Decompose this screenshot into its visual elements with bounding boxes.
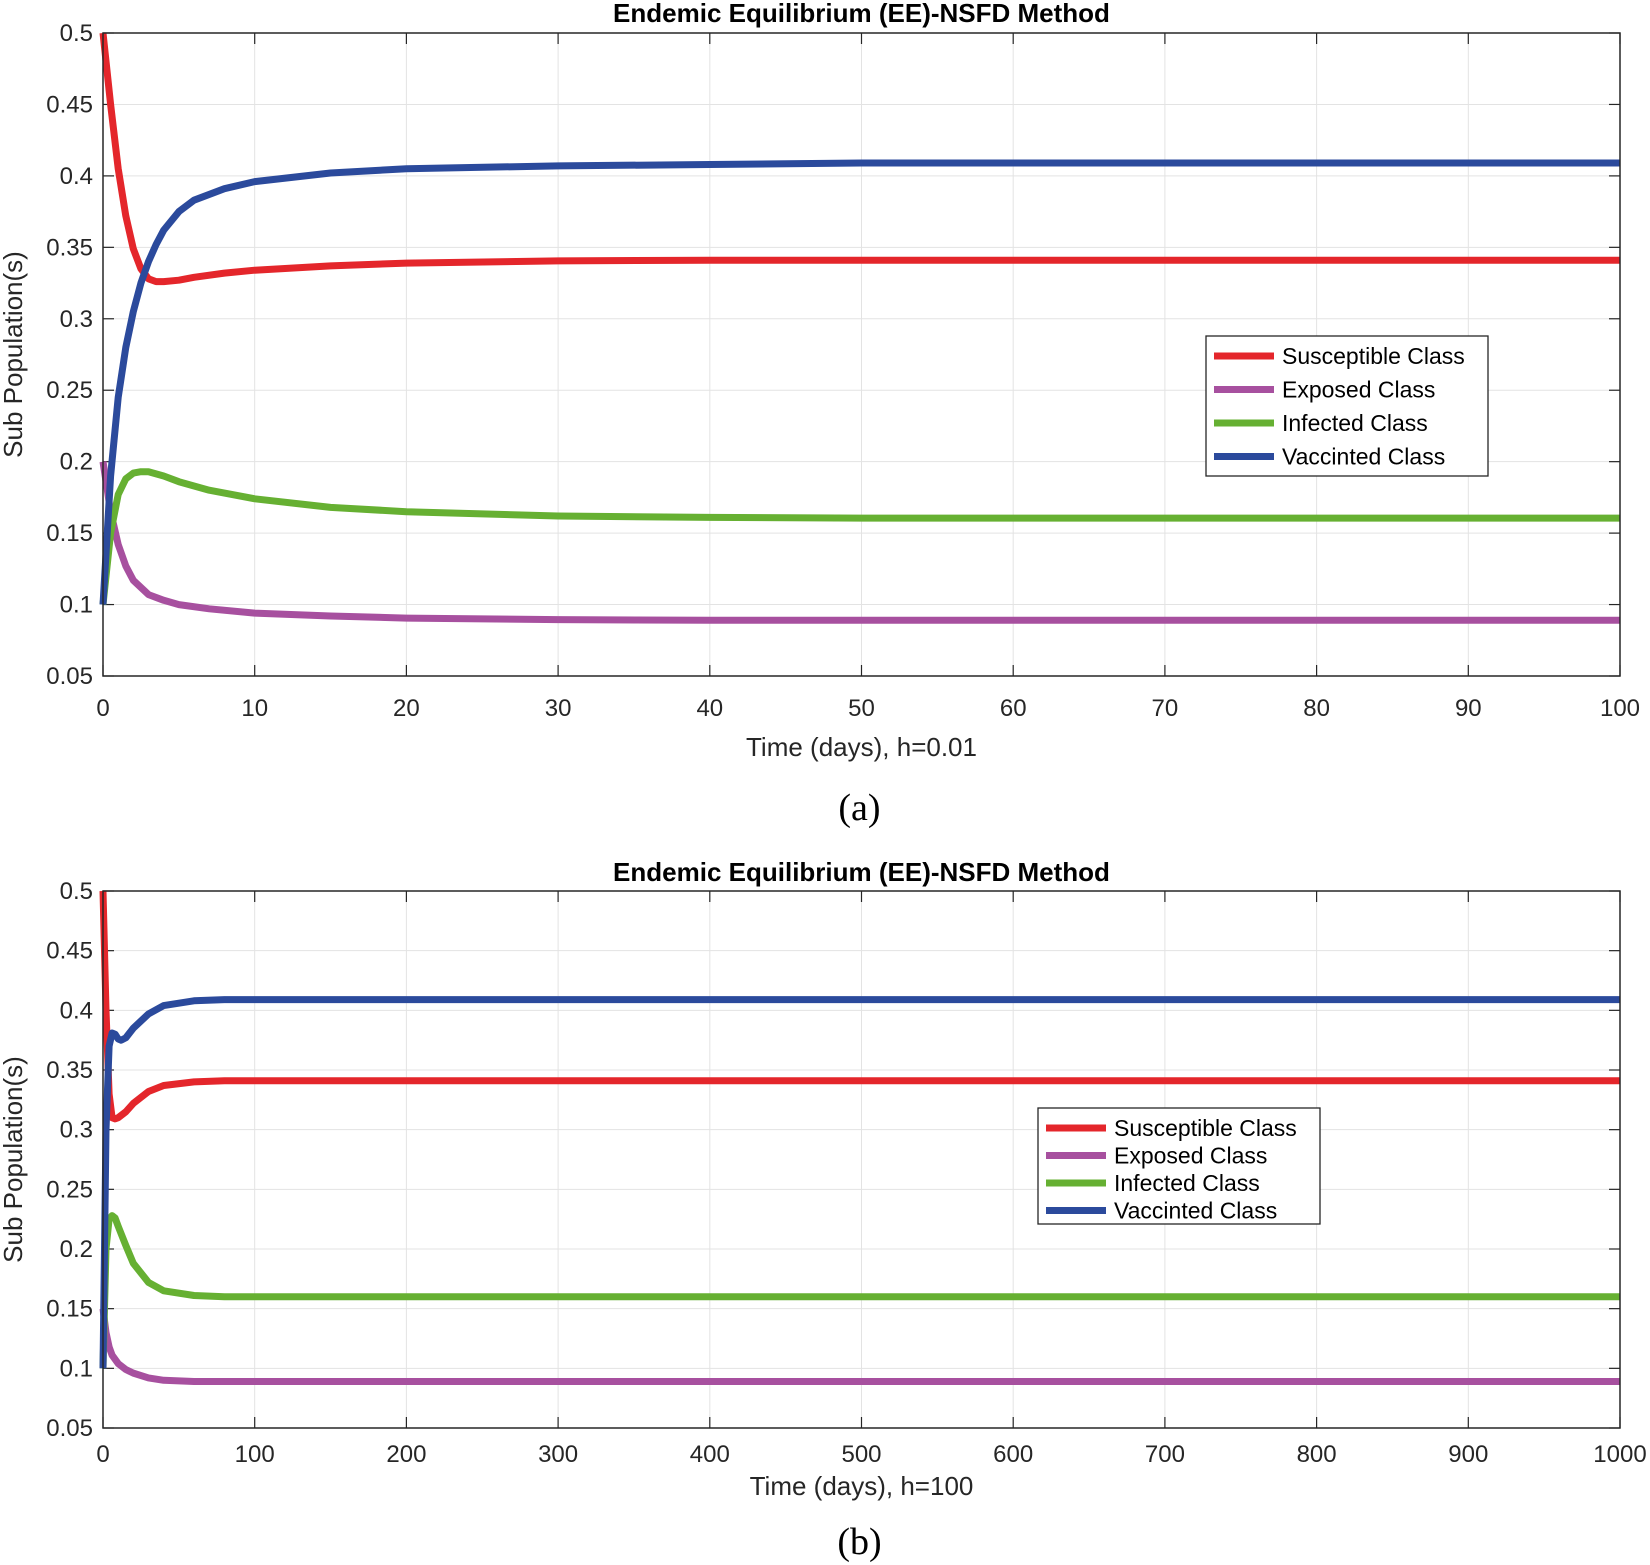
series-line-infected xyxy=(99,468,1620,605)
legend-box xyxy=(1205,335,1489,477)
y-tick-label: 0.25 xyxy=(46,1176,93,1203)
axes-box xyxy=(102,32,1621,677)
y-tick-label: 0.4 xyxy=(60,163,93,190)
x-tick-label: 900 xyxy=(1448,1441,1488,1468)
x-tick-label: 70 xyxy=(1152,695,1179,722)
chart-a: 0 10 20 30 40 50 60 70 80 90 100 0.05 0.1 0.15 0.2 0.25… xyxy=(0,0,1640,829)
chart-title: Endemic Equilibrium (EE)-NSFD Method xyxy=(613,0,1110,28)
x-tick-label: 700 xyxy=(1145,1441,1185,1468)
y-axis-label: Sub Population(s) xyxy=(0,1056,28,1263)
y-tick-label: 0.2 xyxy=(60,1236,93,1263)
legend-label: Susceptible Class xyxy=(1282,343,1465,369)
y-tick-label: 0.1 xyxy=(60,1355,93,1382)
legend: Susceptible Class Exposed Class Infected C… xyxy=(1205,335,1489,477)
y-tick-label: 0.05 xyxy=(46,1415,93,1442)
x-tick-label: 100 xyxy=(1600,695,1640,722)
x-tick-label: 1000 xyxy=(1593,1441,1646,1468)
y-tick-label: 0.4 xyxy=(60,997,93,1024)
y-axis-label: Sub Population(s) xyxy=(0,251,28,458)
y-tick-label: 0.3 xyxy=(60,306,93,333)
chart-title: Endemic Equilibrium (EE)-NSFD Method xyxy=(613,857,1110,887)
legend-label: Infected Class xyxy=(1114,1170,1260,1196)
x-tick-label: 10 xyxy=(241,695,268,722)
series-line-susceptible xyxy=(99,890,1620,1123)
x-tick-label: 90 xyxy=(1455,695,1482,722)
legend-label: Susceptible Class xyxy=(1114,1115,1297,1141)
x-tick-label: 500 xyxy=(841,1441,881,1468)
series-line-exposed xyxy=(99,1308,1620,1385)
legend-label: Vaccinted Class xyxy=(1114,1198,1277,1224)
x-tick-label: 60 xyxy=(1000,695,1027,722)
chart-b: 0 100 200 300 400 500 600 700 800 900 1000 0.05 0.1 0… xyxy=(0,857,1647,1563)
x-tick-label: 400 xyxy=(690,1441,730,1468)
series-line-vaccinated xyxy=(99,996,1620,1369)
x-tick-label: 600 xyxy=(993,1441,1033,1468)
y-tick-label: 0.35 xyxy=(46,1057,93,1084)
figure-caption: (b) xyxy=(837,1521,881,1563)
y-tick-label: 0.2 xyxy=(60,449,93,476)
x-tick-label: 200 xyxy=(386,1441,426,1468)
y-tick-label: 0.45 xyxy=(46,91,93,118)
x-axis-label: Time (days), h=0.01 xyxy=(746,732,977,762)
series-line-exposed xyxy=(99,461,1620,624)
x-tick-label: 40 xyxy=(696,695,723,722)
x-tick-label: 30 xyxy=(545,695,572,722)
y-tick-label: 0.05 xyxy=(46,663,93,690)
x-tick-label: 80 xyxy=(1303,695,1330,722)
x-axis-label: Time (days), h=100 xyxy=(750,1471,974,1501)
x-tick-label: 300 xyxy=(538,1441,578,1468)
y-tick-label: 0.15 xyxy=(46,520,93,547)
y-tick-label: 0.5 xyxy=(60,878,93,905)
x-tick-label: 20 xyxy=(393,695,420,722)
y-tick-label: 0.35 xyxy=(46,234,93,261)
legend-label: Infected Class xyxy=(1282,410,1428,436)
y-tick-label: 0.45 xyxy=(46,938,93,965)
legend-label: Vaccinted Class xyxy=(1282,444,1445,470)
series-line-vaccinated xyxy=(99,159,1620,605)
x-tick-label: 800 xyxy=(1297,1441,1337,1468)
y-tick-label: 0.1 xyxy=(60,592,93,619)
y-tick-label: 0.15 xyxy=(46,1296,93,1323)
legend-label: Exposed Class xyxy=(1114,1143,1267,1169)
legend-label: Exposed Class xyxy=(1282,377,1435,403)
x-tick-label: 0 xyxy=(96,695,109,722)
x-tick-label: 0 xyxy=(96,1441,109,1468)
legend-box xyxy=(1037,1107,1321,1225)
y-tick-label: 0.3 xyxy=(60,1117,93,1144)
series-line-infected xyxy=(99,1212,1620,1369)
figure-caption: (a) xyxy=(838,787,880,829)
y-tick-label: 0.5 xyxy=(60,20,93,47)
x-tick-label: 100 xyxy=(235,1441,275,1468)
x-tick-label: 50 xyxy=(848,695,875,722)
series-line-susceptible xyxy=(99,32,1620,286)
y-tick-label: 0.25 xyxy=(46,377,93,404)
axes-box xyxy=(102,890,1621,1429)
